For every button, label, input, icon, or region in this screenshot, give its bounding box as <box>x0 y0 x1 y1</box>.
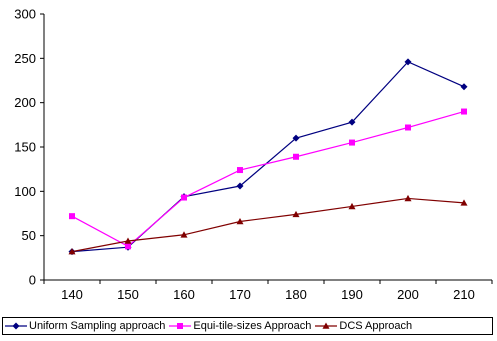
data-point-equi-tile-sizes-approach <box>237 167 243 174</box>
legend-label: DCS Approach <box>339 320 413 332</box>
data-point-dcs-approach <box>124 237 132 244</box>
x-tick-label: 140 <box>61 287 83 302</box>
data-point-equi-tile-sizes-approach <box>125 243 131 250</box>
legend-label: Equi-tile-sizes Approach <box>193 320 312 332</box>
line-chart: 0 50 100 150 200 250 300 140 150 160 170 180 190 200 2… <box>14 7 493 302</box>
data-point-dcs-approach <box>68 248 76 255</box>
data-point-uniform-sampling-approach <box>236 182 244 190</box>
series-uniform-sampling-approach <box>68 58 468 256</box>
series-layer <box>68 58 468 256</box>
y-tick-label: 0 <box>29 273 36 288</box>
y-tick-label: 150 <box>14 140 36 155</box>
data-point-dcs-approach <box>236 217 244 225</box>
x-tick-label: 160 <box>173 287 195 302</box>
legend-swatch-dcs-approach <box>315 322 338 329</box>
x-tick-label: 200 <box>397 287 419 302</box>
y-tick-label: 250 <box>14 51 36 66</box>
data-point-dcs-approach <box>180 231 188 238</box>
legend-swatch-equi-tile-sizes-approach <box>169 323 192 329</box>
data-point-equi-tile-sizes-approach <box>461 108 467 115</box>
y-tick-label: 200 <box>14 95 36 110</box>
legend-swatch-uniform-sampling-approach <box>5 322 27 330</box>
data-point-equi-tile-sizes-approach <box>293 153 299 160</box>
data-point-dcs-approach <box>404 194 412 202</box>
data-point-uniform-sampling-approach <box>292 134 300 142</box>
y-tick-label: 300 <box>14 7 36 22</box>
y-tick-label: 50 <box>22 228 36 243</box>
series-equi-tile-sizes-approach <box>69 108 467 250</box>
x-tick-label: 150 <box>117 287 139 302</box>
data-point-uniform-sampling-approach <box>348 118 356 126</box>
data-point-equi-tile-sizes-approach <box>405 124 411 131</box>
legend-item-equi-tile-sizes-approach: Equi-tile-sizes Approach <box>169 320 311 332</box>
data-point-equi-tile-sizes-approach <box>181 194 187 201</box>
data-point-dcs-approach <box>460 199 468 206</box>
x-tick-label: 190 <box>341 287 363 302</box>
legend-item-uniform-sampling-approach: Uniform Sampling approach <box>5 320 165 332</box>
x-tick-label: 210 <box>453 287 475 302</box>
legend-swatch-marker <box>322 322 330 329</box>
series-dcs-approach <box>68 194 468 255</box>
series-line-equi-tile-sizes-approach <box>71 110 465 248</box>
y-tick-label: 100 <box>14 184 36 199</box>
data-point-dcs-approach <box>348 202 356 210</box>
data-point-dcs-approach <box>292 210 300 218</box>
axes: 0 50 100 150 200 250 300 140 150 160 170 180 190 200 2… <box>14 7 493 302</box>
x-tick-label: 180 <box>285 287 307 302</box>
data-point-uniform-sampling-approach <box>460 83 468 91</box>
series-line-dcs-approach <box>71 197 465 253</box>
legend: Uniform Sampling approach Equi-tile-sizes… <box>2 317 493 335</box>
data-point-equi-tile-sizes-approach <box>69 213 75 220</box>
legend-item-dcs-approach: DCS Approach <box>315 320 412 332</box>
legend-label: Uniform Sampling approach <box>29 320 166 332</box>
data-point-uniform-sampling-approach <box>404 58 412 66</box>
x-tick-label: 170 <box>229 287 251 302</box>
series-line-uniform-sampling-approach <box>71 61 465 253</box>
legend-swatch-marker <box>12 322 20 330</box>
legend-swatch-marker <box>177 323 184 329</box>
data-point-equi-tile-sizes-approach <box>349 139 355 146</box>
